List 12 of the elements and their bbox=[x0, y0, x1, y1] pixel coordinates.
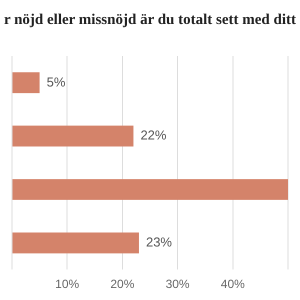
bar bbox=[12, 72, 40, 94]
x-tick-label: 10% bbox=[55, 277, 80, 292]
data-label: 23% bbox=[146, 234, 172, 250]
chart-title: r nöjd eller missnöjd är du totalt sett med ditt bbox=[2, 11, 298, 30]
bar bbox=[12, 232, 139, 254]
data-label: 22% bbox=[140, 128, 167, 143]
bar bbox=[12, 126, 134, 147]
bar bbox=[12, 179, 288, 200]
x-tick-label: 30% bbox=[166, 277, 190, 292]
x-tick-label: 40% bbox=[220, 277, 246, 292]
data-label: 5% bbox=[46, 74, 66, 90]
x-tick-label: 20% bbox=[110, 277, 135, 292]
